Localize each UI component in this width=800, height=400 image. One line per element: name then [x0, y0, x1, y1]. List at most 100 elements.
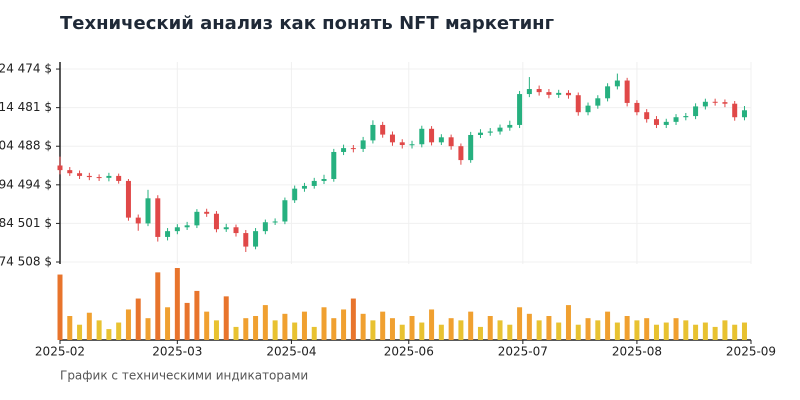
y-tick-label: 94 494 $ [0, 177, 52, 191]
candle-body [741, 110, 747, 118]
volume-bar [184, 302, 190, 340]
candle-body [487, 131, 493, 133]
candle-body [429, 128, 435, 143]
volume-bar [624, 316, 630, 340]
volume-bar [614, 322, 620, 340]
candle-body [663, 121, 669, 125]
volume-bar [605, 311, 611, 340]
candle-body [595, 98, 601, 106]
candle-body [712, 101, 718, 103]
candle-body [507, 124, 513, 128]
volume-bar [497, 320, 503, 340]
x-tick-label: 2025-02 [35, 345, 85, 359]
candle-body [389, 134, 395, 143]
candle-body [565, 92, 571, 96]
volume-bar [546, 316, 552, 340]
volume-bar [712, 326, 718, 340]
candle-body [468, 134, 474, 161]
candle-body [233, 227, 239, 234]
volume-bar [526, 313, 532, 340]
candle-body [644, 112, 650, 120]
volume-bar [556, 322, 562, 340]
candle-body [116, 175, 122, 181]
volume-bar [370, 320, 376, 340]
volume-bar [321, 307, 327, 340]
volume-bar [331, 318, 337, 340]
candle-body [321, 179, 327, 181]
volume-bar [683, 320, 689, 340]
candle-body [673, 117, 679, 122]
volume-bar [262, 305, 268, 340]
candle-body [106, 175, 112, 178]
volume-bar [429, 309, 435, 340]
candle-body [194, 211, 200, 226]
candle-body [125, 180, 131, 218]
candle-body [243, 233, 249, 247]
volume-bar [350, 298, 356, 340]
candle-body [409, 144, 415, 146]
candle-body [458, 146, 464, 161]
candle-body [683, 116, 689, 118]
volume-bar [204, 311, 210, 340]
chart-title: Технический анализ как понять NFT маркет… [60, 13, 554, 34]
candle-body [262, 222, 268, 232]
candle-body [477, 132, 483, 135]
candle-body [605, 86, 611, 99]
x-tick-label: 2025-09 [726, 345, 776, 359]
volume-bar [741, 322, 747, 340]
candle-body [575, 95, 581, 113]
volume-bar [663, 322, 669, 340]
volume-bar [292, 322, 298, 340]
volume-bar [243, 318, 249, 340]
candle-body [223, 227, 229, 230]
candle-body [174, 227, 180, 232]
candle-body [292, 188, 298, 201]
volume-bar [634, 320, 640, 340]
volume-bar [67, 316, 73, 340]
volume-bar [233, 326, 239, 340]
candle-body [614, 80, 620, 87]
candle-body [145, 198, 151, 224]
volume-bar [565, 305, 571, 340]
candle-body [722, 102, 728, 104]
volume-bar [311, 326, 317, 340]
volume-bar [125, 309, 131, 340]
candle-body [253, 231, 259, 247]
candle-body [624, 80, 630, 103]
candle-body [67, 170, 73, 174]
volume-bar [536, 320, 542, 340]
volume-bar [732, 324, 738, 340]
volume-bar [380, 311, 386, 340]
volume-bar [468, 311, 474, 340]
volume-bar [86, 312, 92, 340]
x-tick-label: 2025-06 [384, 345, 434, 359]
volume-bar [106, 329, 112, 340]
candle-body [497, 127, 503, 132]
candle-body [536, 89, 542, 93]
x-tick-label: 2025-08 [612, 345, 662, 359]
candle-body [438, 137, 444, 143]
candle-body [517, 94, 523, 125]
volume-bar [693, 324, 699, 340]
candle-body [702, 101, 708, 107]
y-tick-label: 74 508 $ [0, 254, 52, 268]
volume-bar [653, 324, 659, 340]
volume-bar [409, 316, 415, 340]
x-tick-label: 2025-04 [266, 345, 316, 359]
volume-bar [487, 316, 493, 340]
volume-bar [389, 318, 395, 340]
volume-bar [272, 320, 278, 340]
volume-bar [116, 322, 122, 340]
y-tick-label: 114 481 $ [0, 100, 52, 114]
x-tick-label: 2025-07 [498, 345, 548, 359]
volume-bar [673, 318, 679, 340]
volume-bar [301, 311, 307, 340]
candle-body [204, 211, 210, 214]
candle-body [360, 140, 366, 149]
volume-bar [438, 324, 444, 340]
candle-body [380, 124, 386, 135]
candle-body [350, 148, 356, 150]
volume-bar [174, 268, 180, 340]
